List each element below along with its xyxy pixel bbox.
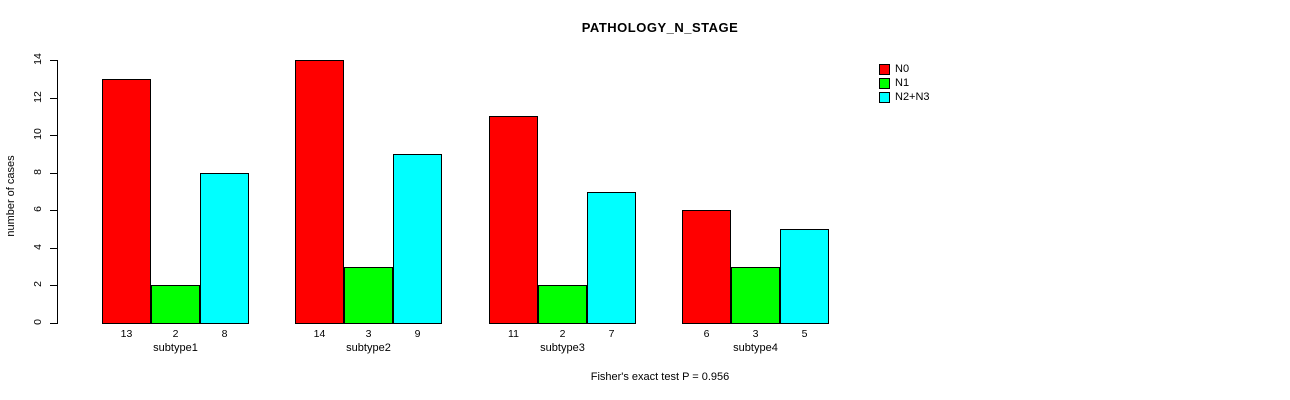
y-tick-label: 2 xyxy=(32,281,44,288)
bar-subtype2-N2+N3 xyxy=(393,153,442,324)
bar-value-label: 13 xyxy=(120,328,133,340)
category-label-subtype1: subtype1 xyxy=(153,342,198,354)
bar-subtype4-N0 xyxy=(682,210,731,324)
legend-swatch-N0 xyxy=(879,64,890,75)
bar-value-label: 5 xyxy=(801,328,808,340)
bar-subtype2-N0 xyxy=(295,60,344,324)
bar-subtype1-N2+N3 xyxy=(200,172,249,324)
y-axis-tick xyxy=(50,172,57,174)
legend-swatch-N2+N3 xyxy=(879,92,890,103)
y-axis-tick xyxy=(50,135,57,137)
bar-value-label: 11 xyxy=(508,328,519,340)
y-axis-tick xyxy=(50,285,57,287)
legend-item-N2+N3: N2+N3 xyxy=(879,92,930,103)
bar-subtype4-N1 xyxy=(731,266,780,324)
bar-subtype3-N2+N3 xyxy=(587,191,636,324)
bar-value-label: 9 xyxy=(414,328,421,340)
category-label-subtype3: subtype3 xyxy=(540,342,585,354)
footer-note: Fisher's exact test P = 0.956 xyxy=(590,371,730,383)
bar-value-label: 3 xyxy=(752,328,759,340)
bar-subtype3-N0 xyxy=(489,116,538,324)
bar-subtype1-N1 xyxy=(151,285,200,324)
legend: N0 N1 N2+N3 xyxy=(879,64,930,103)
legend-label: N0 xyxy=(895,63,910,75)
bar-subtype1-N0 xyxy=(102,78,151,324)
y-axis-tick xyxy=(50,323,57,324)
y-axis-tick xyxy=(50,247,57,249)
y-tick-label: 4 xyxy=(32,243,44,250)
y-tick-label: 14 xyxy=(32,53,44,65)
bar-value-label: 2 xyxy=(559,328,566,340)
chart-title: PATHOLOGY_N_STAGE xyxy=(581,20,739,35)
y-tick-label: 0 xyxy=(32,319,44,325)
bar-subtype3-N1 xyxy=(538,285,587,324)
bar-value-label: 8 xyxy=(221,328,228,340)
bar-value-label: 2 xyxy=(172,328,179,340)
y-axis xyxy=(57,60,58,324)
bar-value-label: 3 xyxy=(365,328,372,340)
bar-value-label: 6 xyxy=(703,328,710,340)
legend-item-N0: N0 xyxy=(879,64,930,75)
y-axis-tick xyxy=(50,97,57,99)
bar-value-label: 14 xyxy=(313,328,326,340)
bar-subtype2-N1 xyxy=(344,266,393,324)
y-tick-label: 10 xyxy=(32,128,44,140)
category-label-subtype4: subtype4 xyxy=(733,342,778,354)
y-axis-tick xyxy=(50,210,57,212)
bar-value-label: 7 xyxy=(608,328,615,340)
legend-label: N1 xyxy=(895,77,910,89)
bar-subtype4-N2+N3 xyxy=(780,229,829,324)
y-tick-label: 6 xyxy=(32,206,44,213)
y-tick-label: 12 xyxy=(32,90,44,103)
y-axis-tick xyxy=(50,60,57,61)
legend-swatch-N1 xyxy=(879,78,890,89)
legend-item-N1: N1 xyxy=(879,78,930,89)
category-label-subtype2: subtype2 xyxy=(346,342,391,354)
legend-label: N2+N3 xyxy=(895,91,930,103)
y-tick-label: 8 xyxy=(32,168,44,175)
